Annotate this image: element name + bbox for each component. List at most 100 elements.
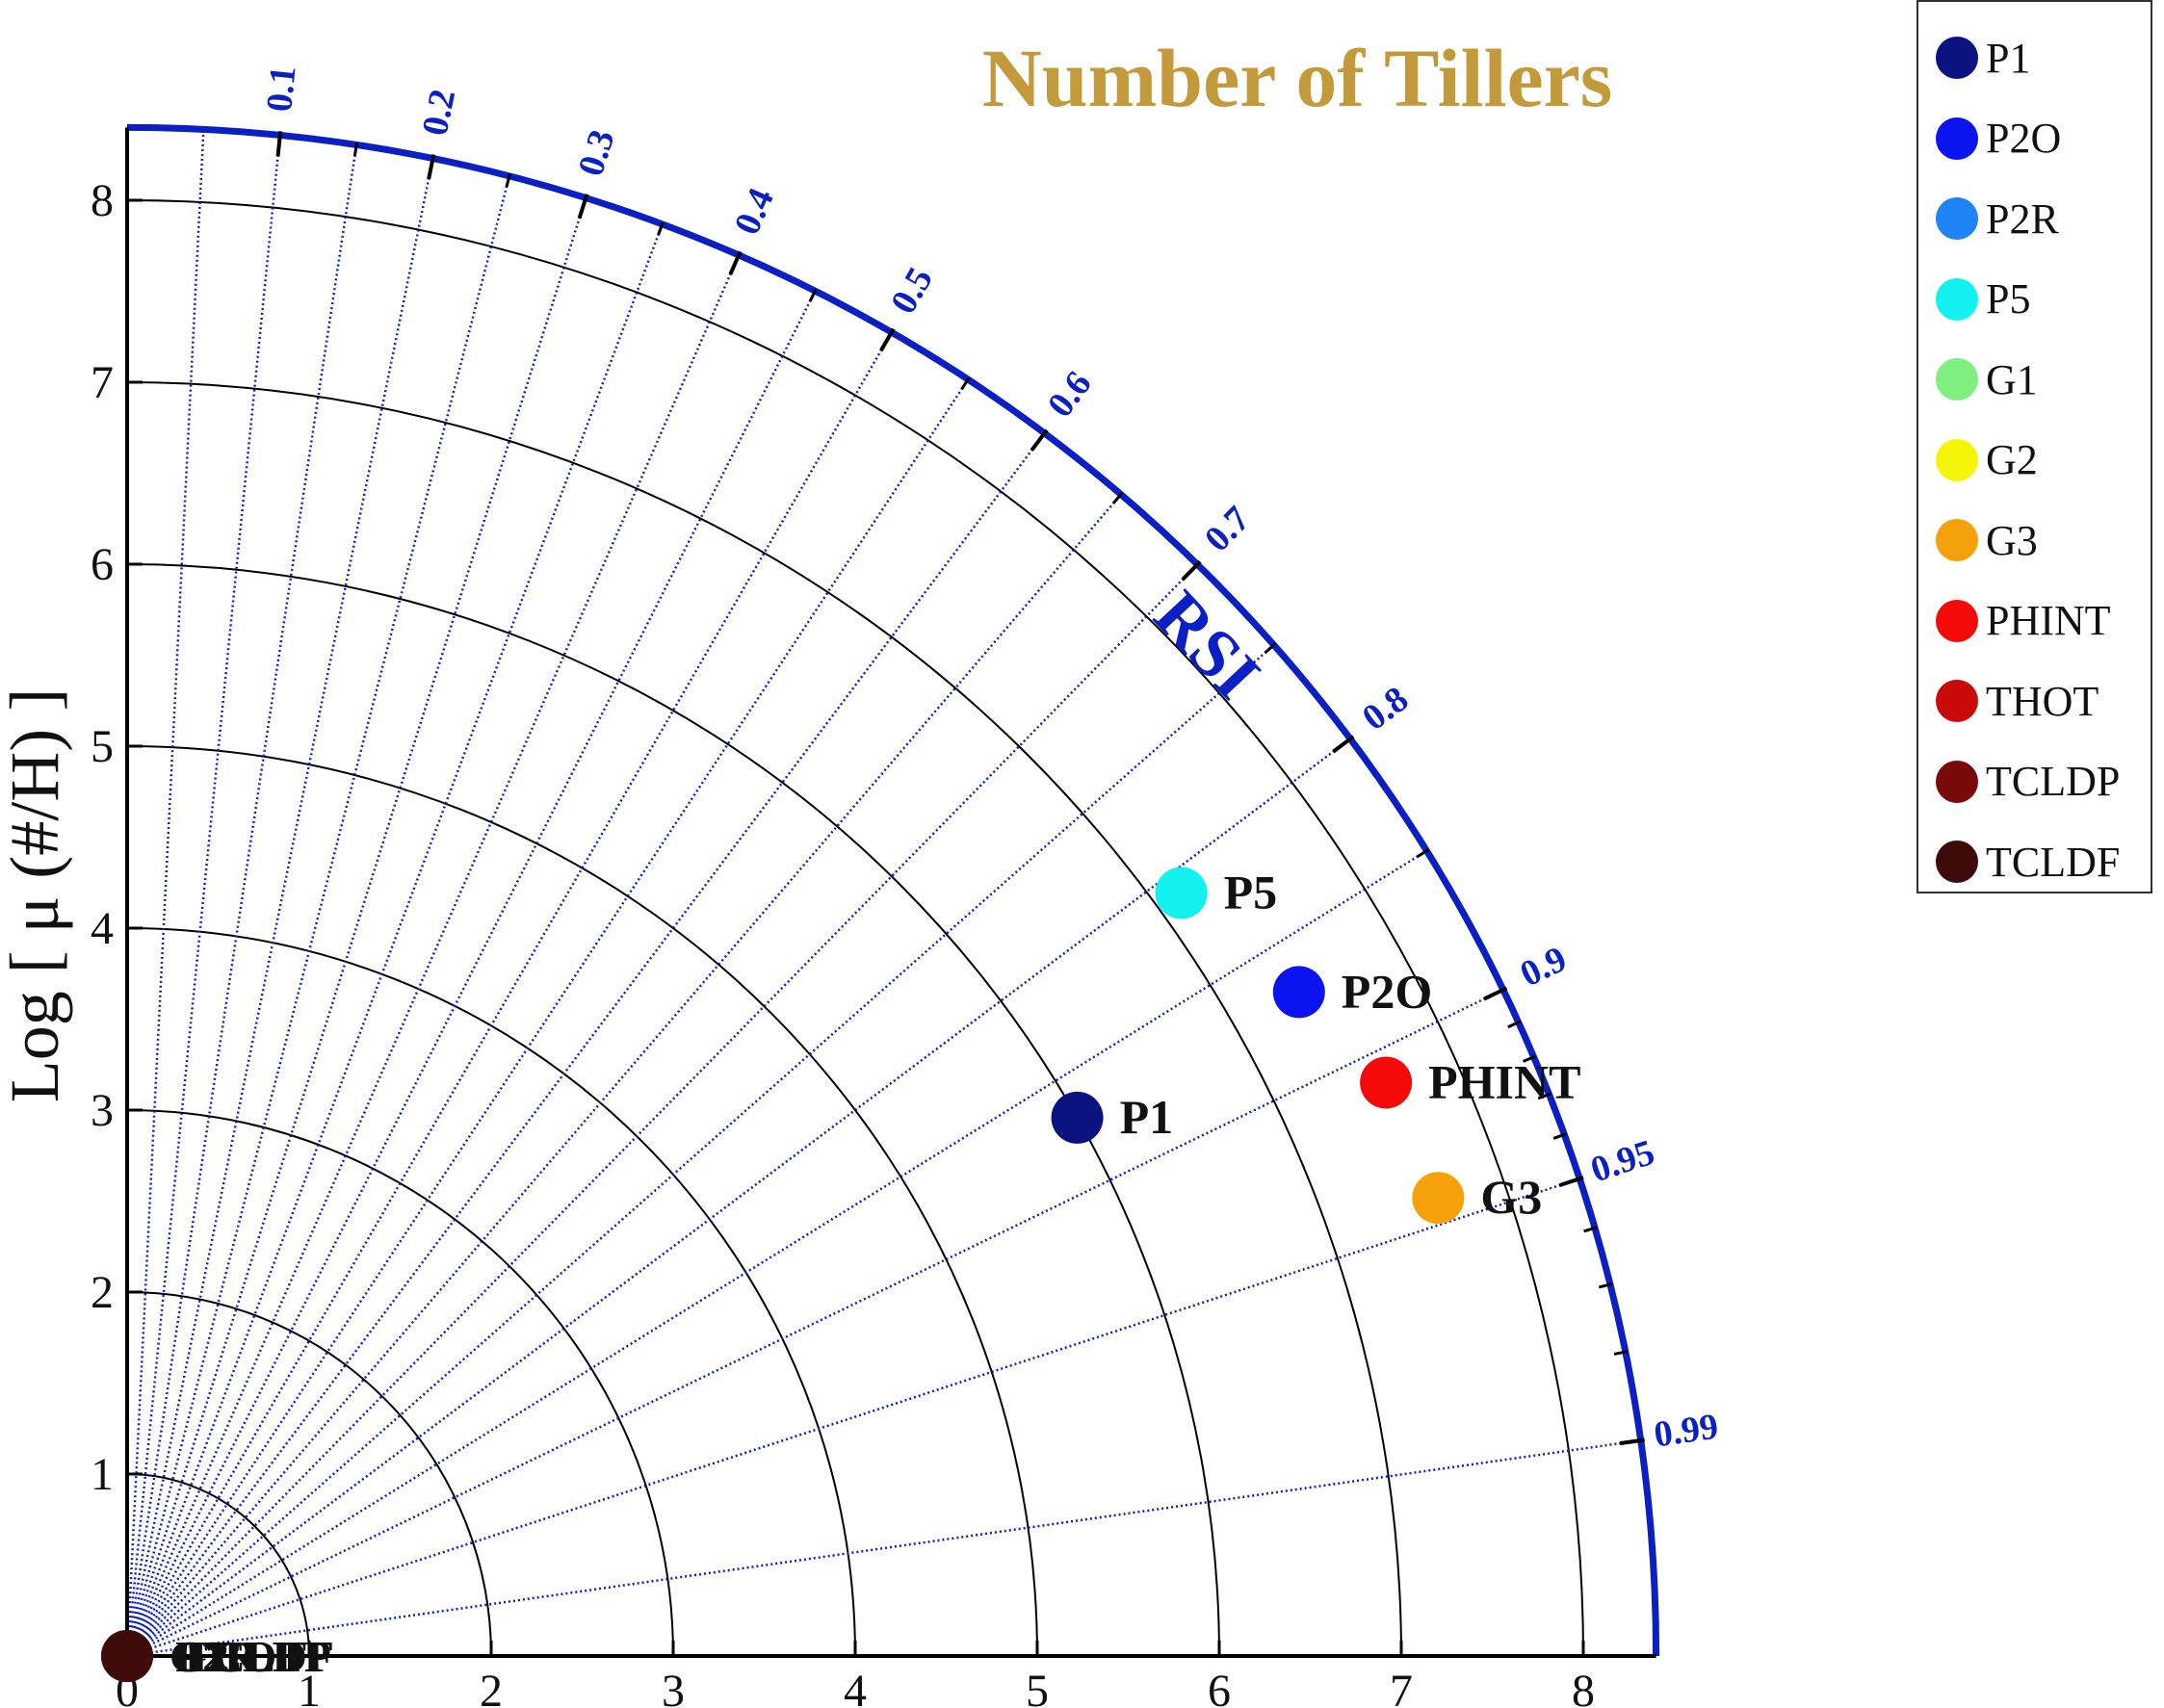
legend-marker xyxy=(1936,760,1978,803)
y-tick-label: 6 xyxy=(91,539,114,590)
x-tick-label: 8 xyxy=(1572,1666,1595,1708)
legend-label: P5 xyxy=(1986,275,2031,323)
rsi-minor-tick xyxy=(1537,1092,1551,1100)
grid-ray xyxy=(126,1177,1580,1658)
point-p1 xyxy=(1051,1091,1104,1144)
rsi-minor-tick xyxy=(1522,1054,1537,1063)
legend-marker xyxy=(1936,37,1978,79)
x-tick-label: 5 xyxy=(1026,1666,1049,1708)
rsi-tick xyxy=(1619,1437,1645,1446)
rsi-tick xyxy=(1483,986,1508,1001)
legend-marker xyxy=(1936,599,1978,642)
grid-layer xyxy=(125,129,1641,1658)
rsi-tick-label: 0.2 xyxy=(415,86,464,139)
origin-label: G1 xyxy=(169,1632,226,1681)
rsi-minor-tick xyxy=(960,376,971,390)
rsi-tick-label: 0.5 xyxy=(883,261,941,321)
rsi-minor-tick xyxy=(1613,1350,1629,1356)
point-tcldf xyxy=(101,1630,153,1682)
x-tick-label: 4 xyxy=(844,1666,867,1708)
rsi-tick xyxy=(1332,735,1355,754)
y-tick-label: 3 xyxy=(91,1085,114,1136)
legend-label: P2R xyxy=(1986,194,2059,243)
origin-label: TCLDF xyxy=(184,1632,334,1681)
legend-label: THOT xyxy=(1986,677,2099,725)
legend-label: TCLDP xyxy=(1986,758,2121,805)
point-p5 xyxy=(1155,867,1208,919)
legend-label: G3 xyxy=(1986,516,2038,564)
rsi-tick-label: 0.7 xyxy=(1197,499,1258,559)
grid-arc xyxy=(126,1291,492,1657)
rsi-tick xyxy=(1030,428,1049,452)
legend-item: G1 xyxy=(1918,350,2038,408)
rsi-minor-tick xyxy=(1416,848,1429,859)
y-tick-label: 8 xyxy=(91,175,114,226)
rsi-tick-label: 0.6 xyxy=(1040,364,1100,425)
legend-marker xyxy=(1936,438,1978,481)
grid-arc xyxy=(126,927,856,1657)
grid-ray xyxy=(126,988,1504,1658)
x-tick-label: 6 xyxy=(1208,1666,1231,1708)
grid-ray xyxy=(125,135,282,1657)
rsi-tick xyxy=(879,327,896,352)
legend-marker xyxy=(1936,277,1978,321)
grid-ray xyxy=(126,1438,1641,1658)
rsi-minor-tick xyxy=(1264,642,1277,654)
rsi-tick-label: 0.9 xyxy=(1514,939,1573,996)
rsi-tick-label: 0.95 xyxy=(1586,1132,1659,1191)
x-tick-label: 1 xyxy=(298,1666,321,1708)
legend-item: G2 xyxy=(1918,431,2038,489)
legend-marker xyxy=(1936,197,1978,240)
grid-ray xyxy=(125,254,741,1657)
point-g3 xyxy=(1412,1172,1465,1225)
legend-item: G3 xyxy=(1918,511,2038,569)
grid-ray xyxy=(125,223,664,1657)
rsi-minor-tick xyxy=(1507,1020,1522,1029)
point-label: P1 xyxy=(1120,1090,1174,1144)
rsi-tick-label: 0.8 xyxy=(1355,679,1416,738)
rsi-arc xyxy=(126,123,1660,1657)
legend-item: P1 xyxy=(1918,29,2030,87)
angular-axis-label: RSI xyxy=(1139,577,1274,713)
legend-item: TCLDF xyxy=(1918,833,2120,891)
rsi-minor-tick xyxy=(1583,1226,1598,1233)
grid-arc xyxy=(126,1109,674,1657)
legend-label: PHINT xyxy=(1986,597,2111,644)
point-label: G3 xyxy=(1480,1170,1542,1224)
rsi-minor-tick xyxy=(1552,1132,1567,1140)
rsi-tick xyxy=(275,131,283,157)
radial-axis-label: Log [ μ (#/H) ] xyxy=(0,688,73,1103)
rsi-minor-tick xyxy=(505,173,511,188)
rsi-tick xyxy=(577,194,589,220)
x-tick-label: 7 xyxy=(1390,1666,1413,1708)
legend-item: THOT xyxy=(1918,672,2099,730)
grid-ray xyxy=(126,849,1428,1658)
rsi-minor-tick xyxy=(657,221,665,236)
grid-ray xyxy=(126,493,1122,1657)
legend-item: TCLDP xyxy=(1918,753,2120,811)
rsi-tick-label: 0.99 xyxy=(1652,1407,1721,1456)
x-tick-label: 3 xyxy=(662,1666,685,1708)
grid-arc xyxy=(126,745,1038,1657)
y-tick-label: 2 xyxy=(91,1267,114,1318)
origin-label: THOT xyxy=(178,1632,306,1681)
rsi-minor-tick xyxy=(1598,1282,1613,1289)
rsi-tick-label: 0.4 xyxy=(726,182,781,240)
origin-label: P2R xyxy=(175,1632,257,1681)
legend-marker xyxy=(1936,680,1978,722)
rsi-tick-label: 0.1 xyxy=(259,65,304,114)
legend-marker xyxy=(1936,116,1978,160)
grid-ray xyxy=(125,331,893,1657)
point-p2o xyxy=(1272,966,1325,1019)
grid-arc xyxy=(126,1473,310,1657)
y-tick-label: 1 xyxy=(91,1449,114,1500)
rsi-minor-tick xyxy=(1112,492,1124,505)
grid-ray xyxy=(126,643,1275,1657)
legend-marker xyxy=(1936,841,1978,883)
grid-arc xyxy=(126,381,1402,1657)
y-tick-label: 4 xyxy=(91,903,114,954)
grid-ray xyxy=(126,432,1046,1657)
